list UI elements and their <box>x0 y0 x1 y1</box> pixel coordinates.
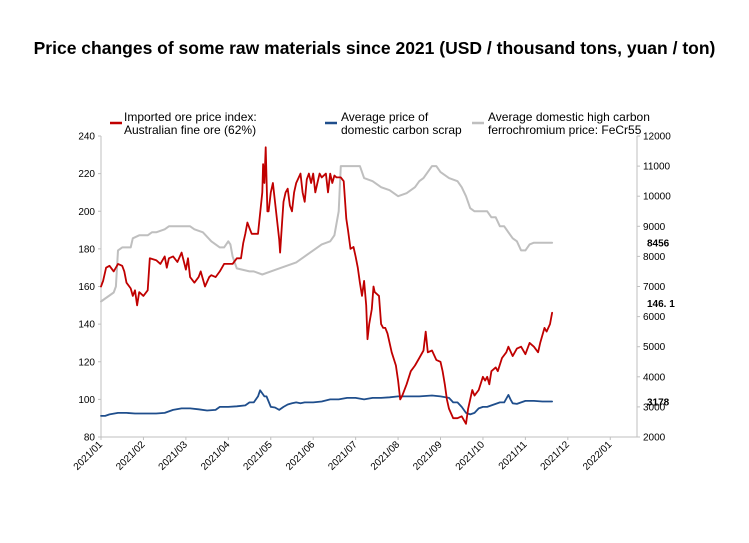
y-left-tick-label: 240 <box>78 132 95 143</box>
y-left-tick-label: 200 <box>78 207 95 218</box>
y-right-tick-label: 5000 <box>643 342 666 353</box>
y-right-tick-label: 2000 <box>643 433 666 444</box>
legend: Imported ore price index:Australian fine… <box>110 110 650 137</box>
y-left-tick-label: 80 <box>84 433 96 444</box>
x-tick-label: 2021/12 <box>539 439 573 473</box>
x-tick-label: 2021/09 <box>411 439 445 473</box>
x-tick-label: 2021/05 <box>242 439 276 473</box>
y-right-tick-label: 11000 <box>643 162 671 173</box>
series-carbon-scrap-line <box>100 389 553 417</box>
series-ferrochromium-line <box>100 165 554 303</box>
y-right-tick-label: 7000 <box>643 282 666 293</box>
y-left-tick-label: 120 <box>78 357 95 368</box>
x-tick-label: 2021/04 <box>199 439 233 473</box>
x-tick-label: 2021/02 <box>114 439 148 473</box>
series-layer <box>100 146 554 425</box>
y-right-tick-label: 12000 <box>643 132 671 143</box>
legend-label: Imported ore price index: <box>124 110 257 124</box>
legend-label: ferrochromium price: FeCr55 <box>488 123 642 137</box>
x-tick-label: 2021/03 <box>157 439 191 473</box>
y-right-tick-label: 3000 <box>643 402 666 413</box>
x-tick-label: 2021/11 <box>497 439 530 472</box>
legend-item-iron-ore: Imported ore price index:Australian fine… <box>110 110 257 137</box>
x-tick-label: 2021/10 <box>454 439 488 473</box>
end-label-ferrochromium: 8456 <box>647 239 670 250</box>
series-iron-ore-line <box>100 146 553 425</box>
y-right-tick-label: 4000 <box>643 372 666 383</box>
legend-label: Australian fine ore (62%) <box>124 123 256 137</box>
y-left-tick-label: 160 <box>78 282 95 293</box>
end-label-iron-ore: 146. 1 <box>647 299 675 310</box>
chart-title: Price changes of some raw materials sinc… <box>33 38 716 58</box>
x-tick-label: 2021/01 <box>72 439 106 473</box>
legend-item-ferrochromium: Average domestic high carbonferrochromiu… <box>472 110 650 137</box>
x-tick-label: 2022/01 <box>581 439 615 473</box>
x-tick-label: 2021/08 <box>369 439 403 473</box>
x-tick-label: 2021/07 <box>326 439 360 473</box>
y-right-tick-label: 9000 <box>643 222 666 233</box>
y-left-tick-label: 100 <box>78 395 95 406</box>
y-right-tick-label: 10000 <box>643 192 671 203</box>
y-right-tick-label: 8000 <box>643 252 666 263</box>
y-right-tick-label: 6000 <box>643 312 666 323</box>
y-left-tick-label: 220 <box>78 169 95 180</box>
y-left-tick-label: 140 <box>78 320 95 331</box>
legend-label: Average domestic high carbon <box>488 110 650 124</box>
x-tick-label: 2021/06 <box>284 439 318 473</box>
legend-label: domestic carbon scrap <box>341 123 462 137</box>
end-label-carbon-scrap: 3178 <box>647 398 670 409</box>
end-labels: 146. 1 3178 8456 <box>647 239 675 409</box>
y-left-tick-label: 180 <box>78 244 95 255</box>
legend-label: Average price of <box>341 110 429 124</box>
